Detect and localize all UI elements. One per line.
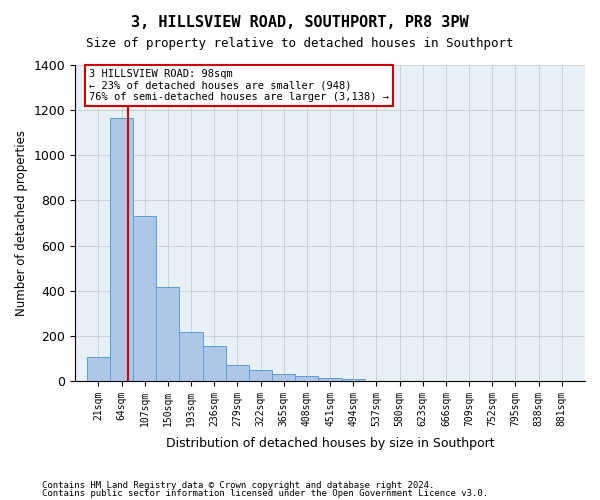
Bar (87, 357, 110, 381)
Bar (226, 364, 249, 381)
Bar (203, 346, 226, 381)
Text: Size of property relative to detached houses in Southport: Size of property relative to detached ho… (86, 38, 514, 51)
Bar (179, 332, 203, 381)
Text: 3, HILLSVIEW ROAD, SOUTHPORT, PR8 3PW: 3, HILLSVIEW ROAD, SOUTHPORT, PR8 3PW (131, 15, 469, 30)
Text: Contains public sector information licensed under the Open Government Licence v3: Contains public sector information licen… (42, 488, 488, 498)
Text: Contains HM Land Registry data © Crown copyright and database right 2024.: Contains HM Land Registry data © Crown c… (42, 481, 434, 490)
Bar (272, 374, 295, 381)
Bar (341, 378, 365, 381)
Bar (295, 376, 319, 381)
Bar (110, 118, 133, 381)
X-axis label: Distribution of detached houses by size in Southport: Distribution of detached houses by size … (166, 437, 494, 450)
Bar (249, 370, 272, 381)
Bar (319, 378, 341, 381)
Bar (156, 286, 179, 381)
Text: 3 HILLSVIEW ROAD: 98sqm
← 23% of detached houses are smaller (948)
76% of semi-d: 3 HILLSVIEW ROAD: 98sqm ← 23% of detache… (89, 68, 389, 102)
Y-axis label: Number of detached properties: Number of detached properties (15, 130, 28, 316)
Bar (133, 216, 156, 381)
